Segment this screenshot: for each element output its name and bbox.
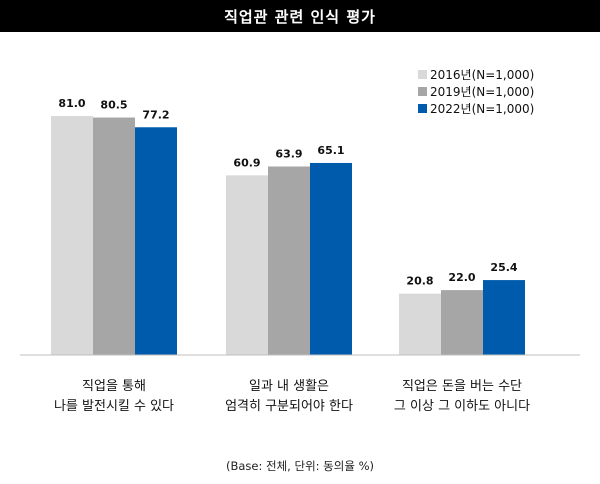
bar-2016-cat2 bbox=[226, 175, 268, 355]
category-label-2-line1: 일과 내 생활은 bbox=[249, 379, 329, 394]
legend-swatch-2019 bbox=[418, 87, 427, 96]
category-label-3-line2: 그 이상 그 이하도 아니다 bbox=[394, 399, 530, 414]
bar-2022-cat2 bbox=[310, 162, 352, 355]
base-note: (Base: 전체, 단위: 동의율 %) bbox=[226, 459, 374, 473]
data-label-2019-cat3: 22.0 bbox=[448, 271, 475, 284]
data-label-2022-cat1: 77.2 bbox=[142, 108, 169, 121]
bar-2019-cat3 bbox=[441, 290, 483, 355]
legend-item-2022: 2022년(N=1,000) bbox=[418, 100, 534, 117]
chart-title: 직업관 관련 인식 평가 bbox=[224, 7, 376, 26]
bar-2022-cat1 bbox=[135, 127, 177, 355]
legend-item-2016: 2016년(N=1,000) bbox=[418, 66, 534, 83]
legend-label-2019: 2019년(N=1,000) bbox=[430, 85, 535, 99]
bars-group: 81.0 80.5 77.2 60.9 63.9 65.1 20.8 22.0 25.4 bbox=[51, 97, 525, 356]
data-label-2016-cat2: 60.9 bbox=[233, 156, 260, 169]
data-label-2019-cat1: 80.5 bbox=[100, 99, 127, 112]
data-label-2022-cat2: 65.1 bbox=[317, 144, 344, 157]
bar-2022-cat3 bbox=[483, 280, 525, 355]
legend-label-2016: 2016년(N=1,000) bbox=[430, 68, 535, 82]
data-label-2022-cat3: 25.4 bbox=[490, 261, 517, 274]
bar-2019-cat2 bbox=[268, 166, 310, 355]
bar-2019-cat1 bbox=[93, 117, 135, 356]
bar-2016-cat1 bbox=[51, 116, 93, 355]
category-label-3-line1: 직업은 돈을 버는 수단 bbox=[402, 379, 522, 394]
title-bar: 직업관 관련 인식 평가 bbox=[0, 0, 600, 32]
legend-label-2022: 2022년(N=1,000) bbox=[430, 102, 535, 116]
legend-swatch-2016 bbox=[418, 70, 427, 79]
legend-item-2019: 2019년(N=1,000) bbox=[418, 83, 534, 100]
bar-2016-cat3 bbox=[399, 293, 441, 355]
data-label-2016-cat3: 20.8 bbox=[406, 275, 433, 288]
category-label-2-line2: 엄격히 구분되어야 한다 bbox=[225, 399, 353, 414]
category-label-1-line1: 직업을 통해 bbox=[82, 379, 146, 394]
data-label-2016-cat1: 81.0 bbox=[58, 97, 85, 110]
category-label-1-line2: 나를 발전시킬 수 있다 bbox=[54, 399, 174, 414]
legend: 2016년(N=1,000) 2019년(N=1,000) 2022년(N=1,… bbox=[418, 66, 534, 117]
legend-swatch-2022 bbox=[418, 104, 427, 113]
data-label-2019-cat2: 63.9 bbox=[275, 147, 302, 160]
